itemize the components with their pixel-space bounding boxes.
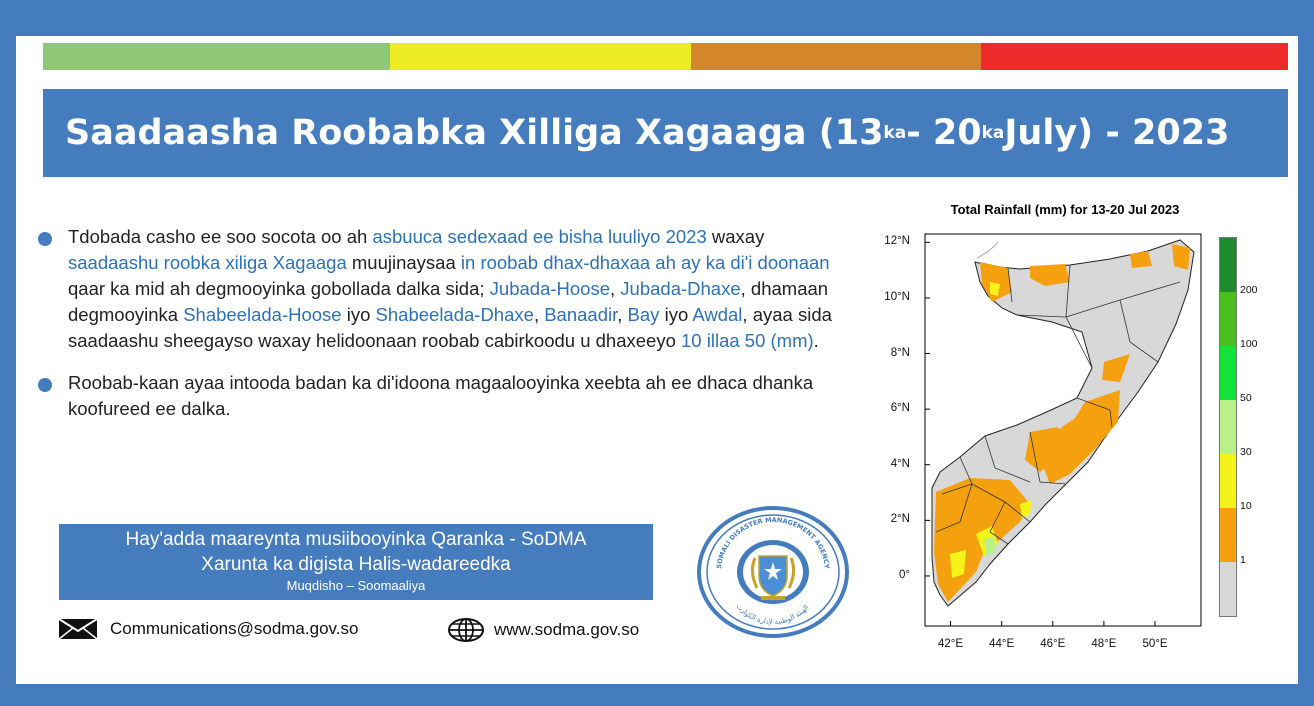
body-text: , — [533, 304, 545, 325]
envelope-icon — [58, 618, 98, 640]
legend-swatch — [1220, 400, 1236, 454]
highlight-text: Awdal — [692, 304, 743, 325]
legend-label: 30 — [1240, 446, 1252, 458]
highlight-text: saadaashu roobka xiliga Xagaaga — [68, 252, 347, 273]
lat-label: 0° — [899, 568, 910, 581]
legend-label: 10 — [1240, 500, 1252, 512]
highlight-text: Bay — [627, 304, 660, 325]
body-text: iyo — [341, 304, 376, 325]
lat-label: 2°N — [890, 513, 910, 526]
website-link[interactable]: www.sodma.gov.so — [494, 620, 640, 639]
bullet-text-2: Roobab-kaan ayaa intooda badan ka di'ido… — [68, 370, 838, 422]
bullet-item-1: Tdobada casho ee soo socota oo ah asbuuc… — [38, 224, 838, 354]
lon-label: 42°E — [938, 638, 964, 650]
body-text: muujinaysaa — [346, 252, 461, 273]
sodma-seal-logo: SOMALI DISASTER MANAGEMENT AGENCY (SODMA… — [697, 506, 849, 638]
legend-swatch — [1220, 292, 1236, 346]
region-boundaries — [935, 264, 1181, 545]
body-text: iyo — [659, 304, 693, 325]
bullet-text-1: Tdobada casho ee soo socota oo ah asbuuc… — [68, 224, 838, 354]
bullet-list: Tdobada casho ee soo socota oo ah asbuuc… — [38, 224, 838, 438]
body-text: , — [610, 278, 621, 299]
lon-label: 50°E — [1142, 638, 1168, 650]
ethiopia-border — [976, 241, 999, 259]
legend-label: 100 — [1240, 338, 1258, 350]
title-suffix-1: ka — [883, 123, 907, 143]
highlight-text: 10 illaa 50 (mm) — [681, 330, 814, 351]
rain-30-50mm-areas — [984, 536, 996, 556]
agency-location: Muqdisho – Soomaaliya — [286, 578, 426, 593]
bullet-dot-icon — [38, 378, 52, 392]
rainfall-map — [924, 233, 1202, 627]
title-date-2: - 20 — [906, 113, 982, 153]
body-text: Roobab-kaan ayaa intooda badan ka di'ido… — [68, 372, 814, 419]
website-contact[interactable]: www.sodma.gov.so — [448, 618, 639, 642]
map-title: Total Rainfall (mm) for 13-20 Jul 2023 — [950, 202, 1180, 217]
lon-label: 48°E — [1091, 638, 1117, 650]
color-strip-green — [43, 43, 390, 70]
agency-box: Hay'adda maareynta musiibooyinka Qaranka… — [59, 524, 653, 600]
legend-label: 200 — [1240, 284, 1258, 296]
legend-swatch — [1220, 238, 1236, 292]
lat-label: 12°N — [884, 235, 910, 248]
sea-mask — [1170, 614, 1200, 624]
lat-label: 10°N — [884, 290, 910, 303]
title-end: July) - 2023 — [1004, 113, 1230, 153]
lat-label: 4°N — [890, 457, 910, 470]
highlight-text: Jubada-Dhaxe — [620, 278, 741, 299]
lon-label: 44°E — [989, 638, 1015, 650]
rainfall-legend — [1219, 237, 1237, 617]
lon-label: 46°E — [1040, 638, 1066, 650]
title-suffix-2: ka — [981, 123, 1005, 143]
body-text: . — [813, 330, 819, 351]
body-text: , dhamaan degmooyinka — [68, 278, 829, 325]
highlight-text: Shabeelada-Hoose — [183, 304, 342, 325]
highlight-text: Banaadir — [544, 304, 618, 325]
body-text: , — [617, 304, 628, 325]
email-contact[interactable]: Communications@sodma.gov.so — [58, 618, 358, 640]
color-strip-yellow — [390, 43, 691, 70]
body-text: waxay — [706, 226, 765, 247]
email-link[interactable]: Communications@sodma.gov.so — [110, 619, 359, 638]
page-title: Saadaasha Roobabka Xilliga Xagaaga (13 ka… — [43, 89, 1288, 177]
legend-swatch — [1220, 346, 1236, 400]
legend-label: 50 — [1240, 392, 1252, 404]
body-text: qaar ka mid ah degmooyinka gobollada dal… — [68, 278, 490, 299]
legend-label: 1 — [1240, 554, 1246, 566]
legend-swatch — [1220, 562, 1236, 616]
agency-name: Hay'adda maareynta musiibooyinka Qaranka… — [125, 529, 587, 550]
color-strip-red — [981, 43, 1288, 70]
legend-swatch — [1220, 508, 1236, 562]
highlight-text: in roobab dhax-dhaxaa ah ay ka di'i doon… — [460, 252, 830, 273]
highlight-text: Shabeelada-Dhaxe — [375, 304, 534, 325]
bullet-dot-icon — [38, 232, 52, 246]
highlight-text: asbuuca sedexaad ee bisha luuliyo 2023 — [372, 226, 707, 247]
lat-label: 8°N — [890, 346, 910, 359]
lat-label: 6°N — [890, 402, 910, 415]
color-strip-orange — [691, 43, 981, 70]
agency-department: Xarunta ka digista Halis-wadareedka — [201, 554, 511, 575]
body-text: Tdobada casho ee soo socota oo ah — [68, 226, 373, 247]
highlight-text: Jubada-Hoose — [489, 278, 611, 299]
globe-icon — [448, 618, 484, 642]
bullet-item-2: Roobab-kaan ayaa intooda badan ka di'ido… — [38, 370, 838, 422]
title-main: Saadaasha Roobabka Xilliga Xagaaga (13 — [65, 113, 884, 153]
legend-swatch — [1220, 454, 1236, 508]
body-text: , ayaa sida saadaashu sheegayso waxay he… — [68, 304, 832, 351]
